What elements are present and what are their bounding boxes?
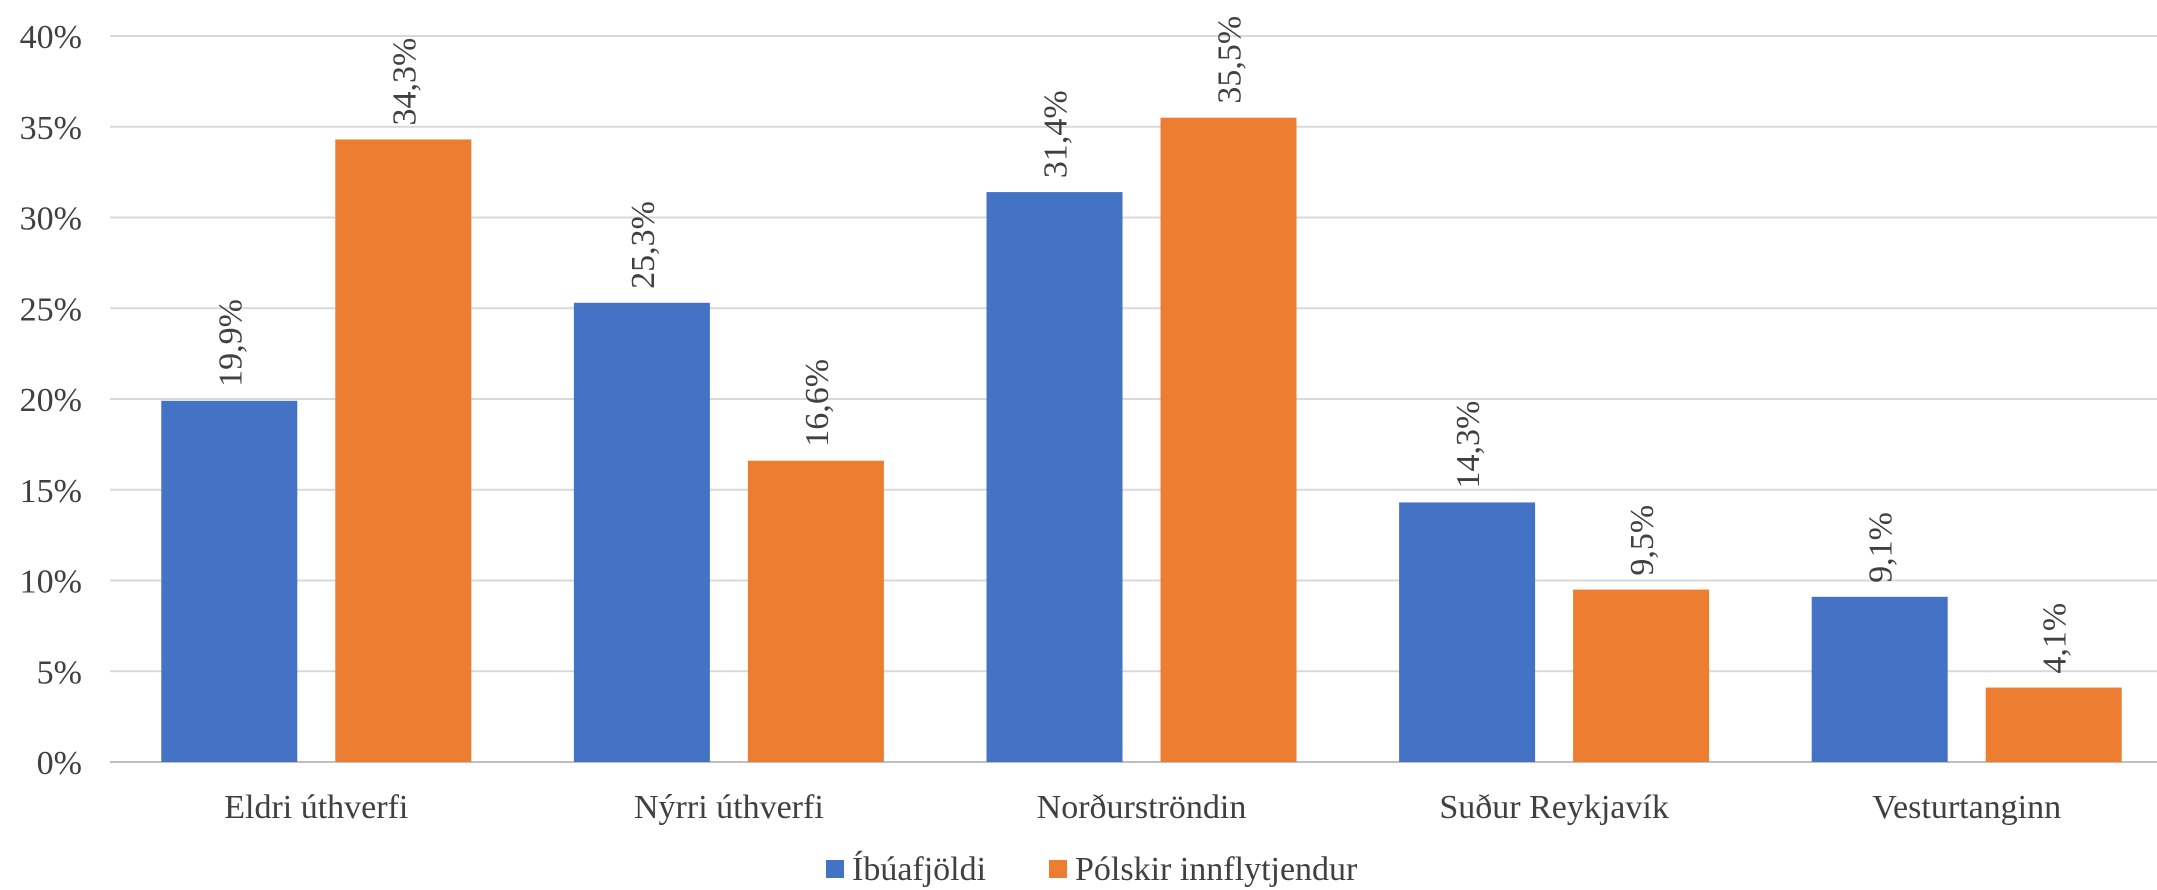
legend-label: Pólskir innflytjendur bbox=[1075, 851, 1358, 888]
legend: Íbúafjöldi Pólskir innflytjendur bbox=[826, 851, 1358, 888]
bar-polish-immigrants bbox=[335, 139, 472, 762]
bars bbox=[161, 117, 2122, 763]
data-label: 9,1% bbox=[1863, 512, 1900, 583]
data-label: 14,3% bbox=[1450, 401, 1487, 489]
data-label: 34,3% bbox=[386, 38, 423, 126]
y-tick-label: 10% bbox=[20, 564, 82, 601]
bar-polish-immigrants bbox=[1985, 687, 2122, 762]
data-labels: 19,9% 34,3% 25,3% 16,6% 31,4% 35,5% 14,3% 9,5% 9… bbox=[212, 16, 2073, 674]
data-label: 35,5% bbox=[1212, 16, 1249, 104]
bar-population bbox=[161, 400, 298, 762]
x-axis-category-labels: Eldri úthverfi Nýrri úthverfi Norðurströnd… bbox=[224, 789, 2061, 826]
category-label: Eldri úthverfi bbox=[224, 789, 408, 826]
bar-polish-immigrants bbox=[1573, 589, 1710, 762]
y-tick-label: 15% bbox=[20, 473, 82, 510]
bar-population bbox=[986, 192, 1123, 763]
y-tick-label: 5% bbox=[37, 654, 82, 691]
data-label: 31,4% bbox=[1038, 90, 1075, 178]
bar-population bbox=[1399, 502, 1536, 762]
y-tick-label: 35% bbox=[20, 110, 82, 147]
y-tick-label: 30% bbox=[20, 201, 82, 238]
category-label: Nýrri úthverfi bbox=[634, 789, 824, 826]
y-axis-tick-labels: 0% 5% 10% 15% 20% 25% 30% 35% 40% bbox=[20, 19, 82, 782]
data-label: 9,5% bbox=[1624, 505, 1661, 576]
category-label: Vesturtanginn bbox=[1872, 789, 2061, 826]
legend-label: Íbúafjöldi bbox=[852, 851, 986, 888]
bar-population bbox=[573, 302, 710, 762]
y-tick-label: 25% bbox=[20, 291, 82, 328]
data-label: 19,9% bbox=[212, 299, 249, 387]
data-label: 16,6% bbox=[799, 359, 836, 447]
category-label: Norðurströndin bbox=[1037, 789, 1247, 826]
y-tick-label: 20% bbox=[20, 382, 82, 419]
bar-polish-immigrants bbox=[747, 460, 884, 762]
data-label: 4,1% bbox=[2037, 603, 2074, 674]
legend-swatch bbox=[826, 860, 844, 878]
y-tick-label: 40% bbox=[20, 19, 82, 56]
bar-polish-immigrants bbox=[1160, 117, 1297, 763]
data-label: 25,3% bbox=[625, 201, 662, 289]
bar-population bbox=[1811, 596, 1948, 762]
category-label: Suður Reykjavík bbox=[1439, 789, 1668, 826]
legend-swatch bbox=[1049, 860, 1067, 878]
y-tick-label: 0% bbox=[37, 745, 82, 782]
